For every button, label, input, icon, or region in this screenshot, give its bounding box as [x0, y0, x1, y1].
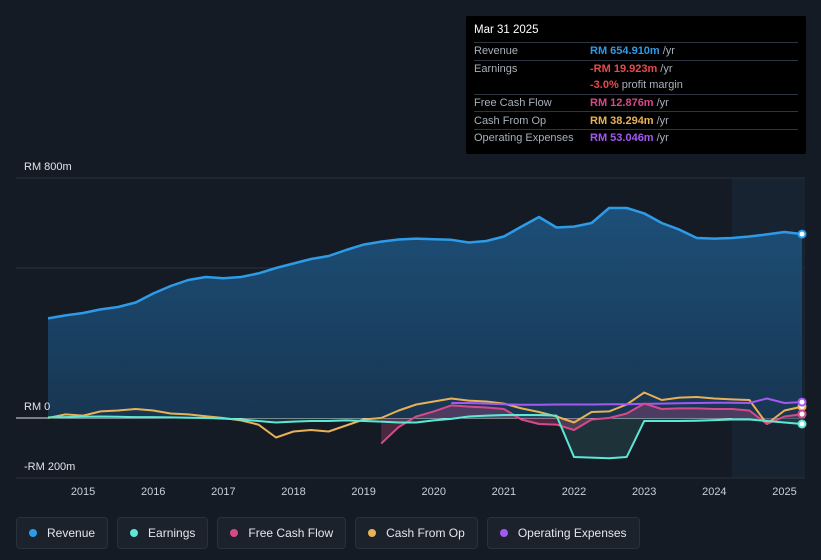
legend-dot-icon [368, 529, 377, 537]
tooltip-row-value: -3.0% [590, 79, 619, 92]
legend-item-free-cash-flow[interactable]: Free Cash Flow [217, 517, 347, 549]
fcf-line [380, 402, 803, 445]
legend-item-earnings[interactable]: Earnings [117, 517, 209, 549]
legend-item-cash-from-op[interactable]: Cash From Op [355, 517, 478, 549]
tooltip-row-value: RM 12.876m [590, 97, 654, 110]
legend-label: Operating Expenses [517, 526, 627, 540]
legend-label: Free Cash Flow [248, 526, 334, 540]
tooltip-row-value: RM 53.046m [590, 132, 654, 145]
x-tick-label: 2017 [211, 486, 235, 498]
chart: RM 800m RM 0 -RM 200m 2015 2016 2017 2018 2019 2… [16, 161, 807, 498]
tooltip-row-unit: /yr [662, 45, 675, 58]
tooltip-row: Earnings -RM 19.923m/yr [474, 59, 798, 78]
tooltip-row-label: Operating Expenses [474, 132, 574, 145]
earnings-area [48, 415, 802, 459]
tooltip-row-unit: /yr [660, 62, 673, 75]
tooltip-date: Mar 31 2025 [474, 24, 539, 36]
fcf-end-marker [797, 409, 807, 419]
tooltip-row-value: RM 654.910m [590, 45, 660, 58]
y-axis-label: -RM 200m [24, 461, 75, 473]
y-axis-label: RM 0 [24, 401, 50, 413]
legend-label: Revenue [47, 526, 96, 540]
opex-end-marker [797, 397, 807, 407]
x-tick-label: 2021 [492, 486, 516, 498]
tooltip-row: Revenue RM 654.910m/yr [474, 42, 798, 60]
tooltip: Mar 31 2025 Revenue RM 654.910m/yr Earning… [466, 16, 806, 154]
legend-item-operating-expenses[interactable]: Operating Expenses [486, 517, 640, 549]
legend-label: Earnings [148, 526, 196, 540]
legend-dot-icon [130, 529, 139, 537]
fcf-area [381, 403, 802, 444]
x-tick-label: 2020 [422, 486, 446, 498]
tooltip-row-value: RM 38.294m [590, 114, 654, 127]
tooltip-row-label: Free Cash Flow [474, 97, 552, 110]
legend-label: Cash From Op [386, 526, 465, 540]
tooltip-row-label: Cash From Op [474, 114, 547, 127]
x-tick-label: 2016 [141, 486, 165, 498]
tooltip-row: Operating Expenses RM 53.046m/yr [474, 128, 798, 147]
revenue-end-marker [797, 229, 807, 239]
y-axis-label: RM 800m [24, 161, 72, 173]
tooltip-row-value: -RM 19.923m [590, 62, 658, 75]
legend-item-revenue[interactable]: Revenue [16, 517, 109, 549]
tooltip-row-unit: /yr [656, 97, 669, 110]
revenue-line [47, 206, 803, 320]
x-tick-label: 2018 [281, 486, 305, 498]
x-tick-label: 2022 [562, 486, 586, 498]
legend-dot-icon [29, 529, 37, 537]
tooltip-rows: Revenue RM 654.910m/yr Earnings -RM 19.923m… [474, 42, 798, 147]
cfo-line [47, 391, 803, 439]
legend-dot-icon [499, 529, 508, 537]
tooltip-row: Cash From Op RM 38.294m/yr [474, 111, 798, 129]
tooltip-row-unit: profit margin [621, 79, 683, 92]
x-tick-label: 2023 [632, 486, 656, 498]
legend: Revenue Earnings Free Cash Flow Cash From O… [16, 517, 640, 549]
revenue-area [48, 208, 802, 418]
earnings-end-marker [797, 419, 807, 429]
tooltip-row-label: Earnings [474, 62, 518, 75]
tooltip-row-unit: /yr [656, 132, 669, 145]
tooltip-row: -3.0% profit margin [474, 77, 798, 94]
opex-line [451, 397, 803, 406]
tooltip-row: Free Cash Flow RM 12.876m/yr [474, 93, 798, 112]
tooltip-row-label: Revenue [474, 45, 519, 58]
x-tick-label: 2025 [772, 486, 796, 498]
earnings-line [47, 414, 803, 460]
x-tick-label: 2024 [702, 486, 726, 498]
x-tick-label: 2015 [71, 486, 95, 498]
legend-dot-icon [230, 529, 239, 537]
x-tick-label: 2019 [351, 486, 375, 498]
tooltip-row-unit: /yr [656, 114, 669, 127]
